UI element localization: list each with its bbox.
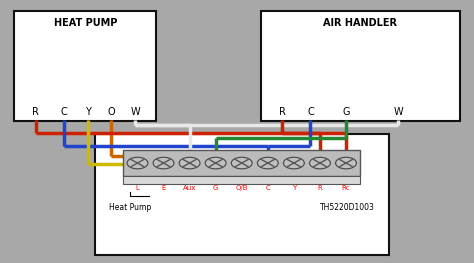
Text: E: E — [161, 185, 166, 191]
Text: C: C — [61, 107, 67, 117]
Text: AIR HANDLER: AIR HANDLER — [323, 18, 397, 28]
Text: O/B: O/B — [236, 185, 248, 191]
Text: C: C — [265, 185, 270, 191]
Circle shape — [153, 157, 174, 169]
Text: W: W — [393, 107, 403, 117]
Bar — [261, 11, 460, 121]
Text: R: R — [279, 107, 285, 117]
Text: R: R — [318, 185, 322, 191]
Circle shape — [336, 157, 356, 169]
Bar — [95, 134, 389, 255]
Circle shape — [257, 157, 278, 169]
Text: R: R — [32, 107, 39, 117]
Text: Y: Y — [85, 107, 91, 117]
Circle shape — [205, 157, 226, 169]
Text: Y: Y — [292, 185, 296, 191]
Text: W: W — [130, 107, 140, 117]
Bar — [14, 11, 156, 121]
Text: C: C — [307, 107, 314, 117]
Text: G: G — [342, 107, 350, 117]
Circle shape — [179, 157, 200, 169]
Text: HEAT PUMP: HEAT PUMP — [54, 18, 117, 28]
Circle shape — [127, 157, 148, 169]
Text: Aux: Aux — [183, 185, 196, 191]
Circle shape — [283, 157, 304, 169]
Circle shape — [231, 157, 252, 169]
Text: O: O — [108, 107, 115, 117]
Text: L: L — [136, 185, 139, 191]
Bar — [123, 150, 360, 176]
Text: TH5220D1003: TH5220D1003 — [319, 203, 374, 211]
Text: G: G — [213, 185, 219, 191]
Text: Heat Pump: Heat Pump — [109, 203, 151, 211]
Bar — [123, 176, 360, 184]
Circle shape — [310, 157, 330, 169]
Text: Rc: Rc — [342, 185, 350, 191]
